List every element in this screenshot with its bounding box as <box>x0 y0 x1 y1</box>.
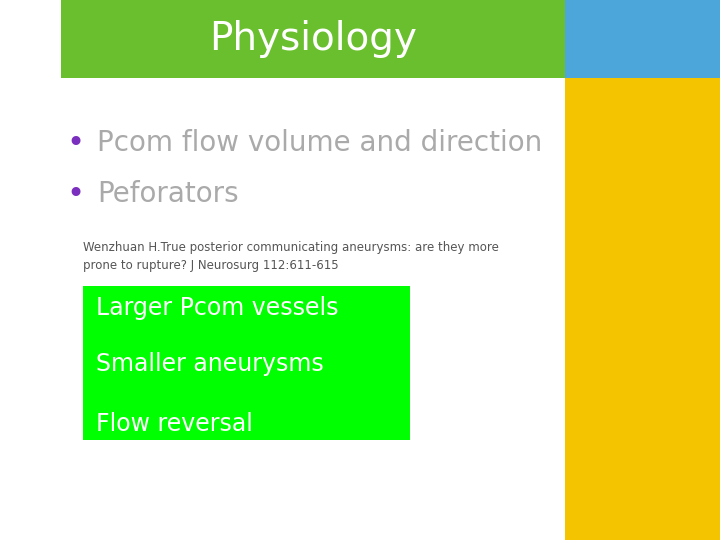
Bar <box>565 78 720 540</box>
Text: •: • <box>66 180 85 209</box>
Text: Peforators: Peforators <box>97 180 239 208</box>
Bar <box>83 286 410 440</box>
Text: Larger Pcom vessels: Larger Pcom vessels <box>96 296 338 320</box>
Text: Pcom flow volume and direction: Pcom flow volume and direction <box>97 129 542 157</box>
Bar <box>61 0 565 78</box>
Text: Smaller aneurysms: Smaller aneurysms <box>96 353 323 376</box>
Text: •: • <box>66 129 85 158</box>
Text: Physiology: Physiology <box>210 20 417 58</box>
Text: Flow reversal: Flow reversal <box>96 412 253 436</box>
Bar <box>565 0 720 78</box>
Text: Wenzhuan H.True posterior communicating aneurysms: are they more
prone to ruptur: Wenzhuan H.True posterior communicating … <box>83 241 499 272</box>
